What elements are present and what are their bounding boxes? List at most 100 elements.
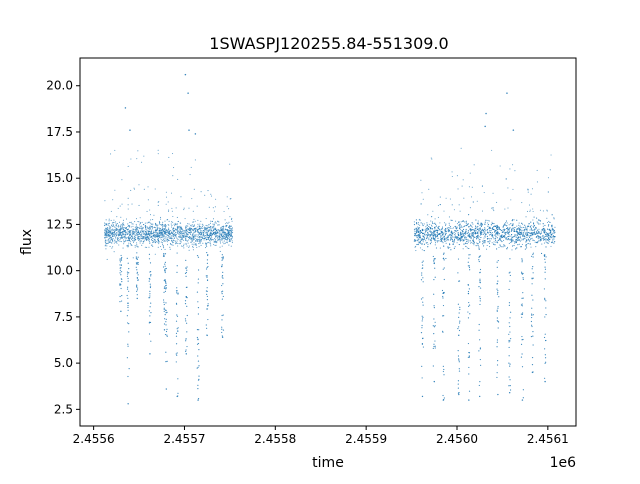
data-point [477,228,479,230]
data-point [424,238,426,240]
data-point [506,231,508,234]
data-point [515,239,517,241]
data-point [222,225,224,227]
data-point [223,240,225,242]
data-point [223,236,225,238]
y-axis-label: flux [19,229,35,255]
data-point [445,257,447,260]
data-point [221,298,223,300]
data-point [548,241,550,243]
data-point [168,230,170,232]
data-point [433,260,435,262]
data-point [105,230,107,232]
data-point [214,233,216,235]
data-point [185,243,187,245]
data-point [476,200,478,202]
data-point [227,235,229,237]
data-point [181,237,183,239]
data-point [459,210,461,212]
data-point [489,229,491,232]
data-point [141,227,143,229]
data-point [488,242,491,244]
data-point [501,235,503,237]
data-point [163,247,165,249]
data-point [196,367,198,369]
data-point [201,239,203,241]
data-point [477,222,479,224]
data-point [149,209,151,211]
data-point [477,237,480,239]
data-point [220,233,222,236]
data-point [221,228,224,230]
data-point [206,266,208,269]
data-point [433,318,435,320]
data-point [221,254,223,256]
data-point [442,253,445,255]
data-point [421,249,423,251]
data-point [496,310,498,312]
data-point [496,288,498,290]
data-point [187,92,189,94]
data-point [177,378,179,380]
data-point [491,221,493,223]
data-point [544,278,546,280]
data-point [544,254,546,256]
data-point [511,228,513,230]
data-point [213,210,215,212]
data-point [138,233,141,235]
data-point [539,233,542,235]
data-point [197,398,200,400]
data-point [542,235,544,237]
data-point [165,191,167,193]
data-point [488,228,490,230]
data-point [218,239,220,241]
data-point [173,237,176,239]
data-point [465,228,467,230]
data-point [224,234,226,236]
data-point [504,224,506,226]
data-point [471,222,473,224]
data-point [197,219,199,221]
data-point [215,239,217,241]
data-point [210,228,212,230]
data-point [507,228,509,231]
data-point [467,356,469,358]
data-point [207,233,209,235]
data-point [189,174,191,176]
data-point [457,188,459,190]
data-point [520,304,523,306]
data-point [159,230,161,232]
data-point [540,232,543,234]
data-point [135,262,138,264]
data-point [453,238,456,240]
data-point [536,169,538,172]
data-point [174,243,177,245]
data-point [145,239,147,241]
data-point [164,333,167,336]
data-point [529,240,531,242]
data-point [479,300,481,302]
data-point [128,238,130,240]
data-point [189,232,191,234]
data-point [428,225,430,228]
data-point [546,209,548,211]
data-point [434,218,436,220]
data-point [421,365,423,368]
data-point [137,230,139,232]
data-point [475,232,477,234]
data-point [182,231,184,233]
data-point [477,236,479,238]
data-point [129,129,131,131]
data-point [111,225,114,227]
data-point [531,268,533,270]
data-point [130,232,132,234]
data-point [428,237,430,239]
data-point [198,233,200,235]
data-point [131,238,133,240]
data-point [551,226,553,228]
data-point [508,333,510,335]
data-point [176,216,178,219]
data-point [105,223,107,225]
data-point [176,395,178,398]
data-point [127,230,129,233]
